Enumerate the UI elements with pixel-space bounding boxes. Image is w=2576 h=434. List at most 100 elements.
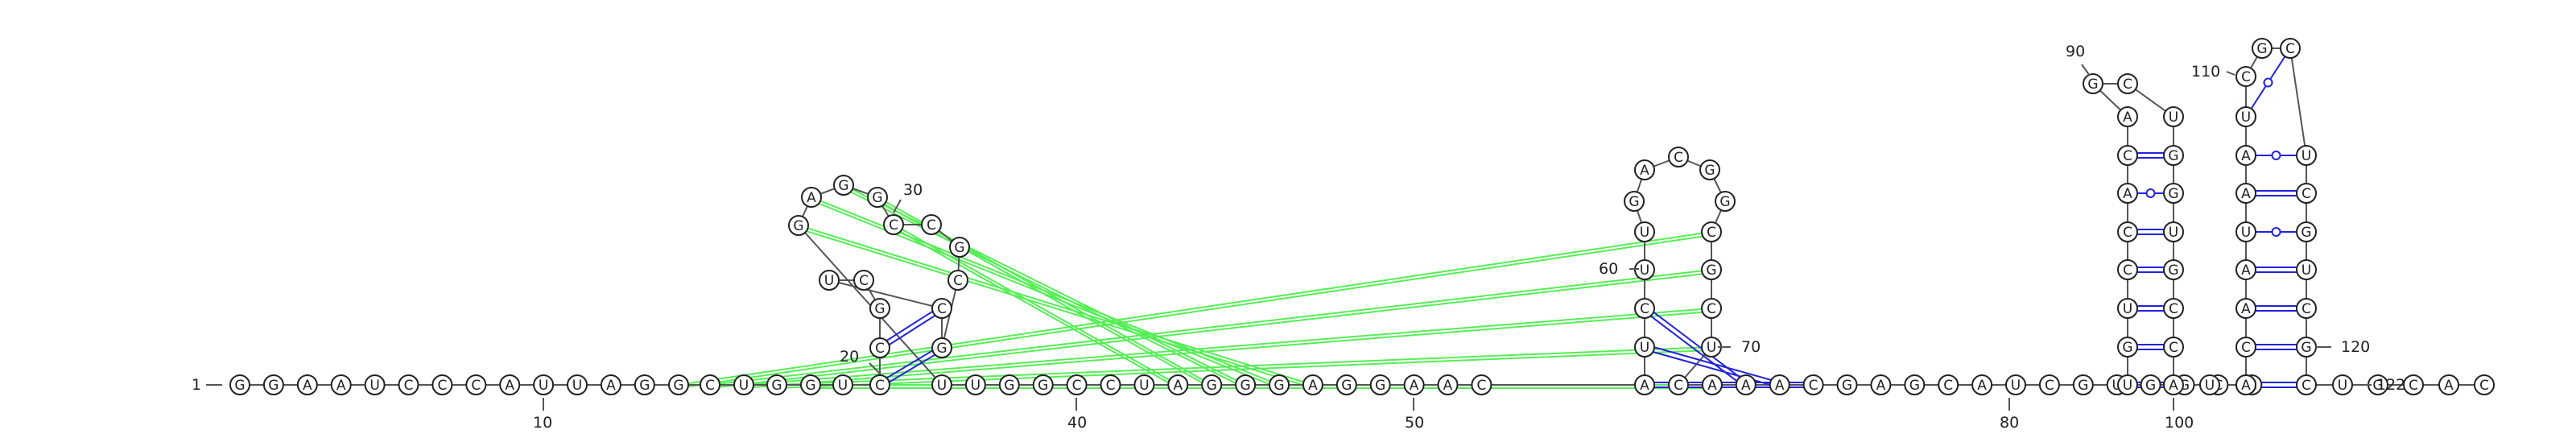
nucleotide-24: U [819,270,840,291]
nucleotide-67: A [1701,374,1723,395]
nucleotide-circle [2163,259,2184,280]
nucleotide-circle [1302,374,1323,395]
pseudoknot-line [709,272,1712,389]
nucleotide-circle [1133,374,1155,395]
nucleotide-letter: G [2122,340,2132,356]
wobble-pair-marker [2271,227,2281,237]
nucleotide-circle [2296,259,2317,280]
nucleotide-letter: G [936,341,947,357]
nucleotide-circle [2235,259,2256,280]
nucleotide-letter: C [2241,340,2251,356]
nucleotide-33: A [801,187,822,208]
nucleotide-125: A [2438,374,2459,395]
nucleotide-95: G [2163,145,2184,166]
nucleotide-72: A [1870,374,1892,395]
nucleotide-letter: A [1410,378,1419,394]
nucleotide-circle [733,374,754,395]
index-label-90: 90 [2066,43,2085,60]
nucleotide-circle [2163,374,2184,395]
index-label-layer: 1 10 20 30 40 50 60 70 80 90 100 110 120… [192,43,2405,432]
nucleotide-22: G [869,298,890,319]
index-ticks [206,64,2372,411]
nucleotide-letter: C [875,341,885,357]
nucleotide-letter: G [2168,186,2178,202]
nucleotide-letter: C [2479,378,2489,394]
nucleotide-circle [2163,337,2184,358]
nucleotide-letter: G [1842,378,1852,394]
nucleotide-101: A [2163,374,2184,395]
nucleotide-circle [1201,374,1223,395]
nucleotide-circle [2296,183,2317,204]
nucleotide-circle [1471,374,1492,395]
nucleotide-circle [2163,106,2184,127]
nucleotide-100: C [2163,337,2184,358]
nucleotide-letter: A [505,378,514,394]
nucleotide-letter: G [1274,378,1284,394]
nucleotide-13: G [634,374,655,395]
nucleotide-85: G [2117,337,2138,358]
nucleotide-letter: A [2444,378,2454,394]
nucleotide-circle [567,374,588,395]
nucleotide-84: U [2117,374,2138,395]
nucleotide-102: U [2199,374,2220,395]
nucleotide-letter: C [705,378,715,394]
nucleotide-78: G [2072,374,2094,395]
nucleotide-circle [800,374,821,395]
nucleotide-circle [998,374,1020,395]
wobble-pair-marker [2263,77,2273,88]
index-label-1: 1 [192,376,201,394]
nucleotide-circle [229,374,250,395]
nucleotide-circle [1836,374,1858,395]
nucleotide-77: C [2038,374,2060,395]
nucleotide-59: C [1668,147,1689,167]
nucleotide-57: G [1624,191,1645,212]
nucleotide-circle [2117,73,2138,94]
nucleotide-letter: G [2087,76,2098,93]
nucleotide-letter: C [889,217,898,234]
nucleotide-80: G [2140,374,2161,395]
index-label-40: 40 [1067,414,1087,432]
nucleotide-39: C [1066,374,1088,395]
nucleotide-circle [1938,374,1959,395]
nucleotide-circle [832,374,853,395]
nucleotide-circle [947,270,968,291]
nucleotide-letter: U [937,378,947,394]
nucleotide-60: G [1699,159,1720,180]
nucleotide-letter: C [2123,148,2132,164]
nucleotide-letter: C [937,301,947,317]
index-label-110: 110 [2191,63,2220,81]
pseudoknot-line [678,231,1712,386]
nucleotide-112: C [2235,66,2256,87]
nucleotide-circle [700,374,720,395]
nucleotide-circle [801,187,822,208]
nucleotide-letter: A [2241,148,2251,164]
nucleotide-circle [600,374,621,395]
nucleotide-53: U [1634,337,1655,358]
nucleotide-letter: C [2409,378,2418,394]
nucleotide-106: A [2235,298,2256,319]
nucleotide-circle [2296,145,2317,166]
nucleotide-21: C [869,337,890,358]
nucleotide-circle [788,215,809,236]
pseudoknot-line [893,224,1179,386]
nucleotide-circle [2117,221,2138,242]
nucleotide-circle [2163,183,2184,204]
nucleotide-circle [1634,159,1655,180]
nucleotide-61: G [1715,191,1736,212]
nucleotide-letter: U [739,378,749,394]
nucleotide-97: U [2163,221,2184,242]
nucleotide-6: C [398,374,419,395]
nucleotide-letter: U [2123,301,2132,317]
nucleotide-letter: C [1943,378,1953,394]
nucleotide-30: C [883,214,904,235]
base-pair-line [877,305,941,347]
nucleotide-104: A [2235,374,2256,395]
nucleotide-circle [2332,374,2353,395]
nucleotide-circle [766,374,787,395]
nucleotide-circle [2235,183,2256,204]
nucleotide-letter: A [2241,378,2251,394]
nucleotide-letter: G [954,240,964,256]
nucleotide-letter: C [2169,301,2178,317]
nucleotide-circle [2163,145,2184,166]
nucleotide-circle [883,214,904,235]
